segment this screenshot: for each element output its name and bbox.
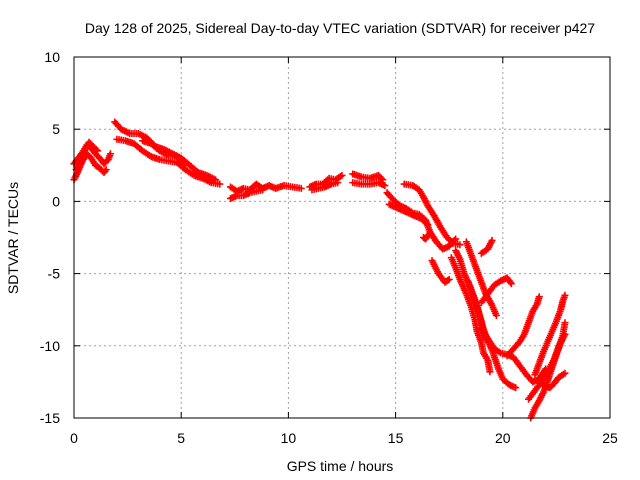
y-tick-label: -5	[48, 266, 61, 282]
data-point	[486, 368, 494, 376]
grid	[74, 57, 610, 418]
data-point	[334, 179, 342, 187]
data-point-fill	[180, 159, 188, 167]
data-point-fill	[506, 278, 514, 286]
data-point	[216, 180, 224, 188]
data-point	[381, 182, 389, 190]
data-point	[338, 171, 346, 179]
data-point	[419, 234, 427, 241]
y-tick-label: 0	[52, 193, 60, 209]
data-point	[297, 184, 305, 192]
axis-ticks: 0 5 10 15 20 25 -15 -10 -5 0 5 10	[40, 49, 618, 446]
data-point	[102, 166, 110, 174]
data-point	[561, 319, 569, 327]
y-tick-label: 5	[52, 121, 60, 137]
x-axis-label: GPS time / hours	[287, 458, 394, 474]
data-point	[482, 336, 490, 344]
data-point	[259, 186, 267, 194]
data-point	[561, 369, 569, 377]
y-axis-label: SDTVAR / TECUs	[5, 182, 21, 294]
x-tick-label: 15	[388, 430, 404, 446]
data-point	[181, 160, 189, 168]
data-point	[477, 249, 485, 257]
chart-title: Day 128 of 2025, Sidereal Day-to-day VTE…	[85, 20, 595, 36]
data-points	[70, 118, 569, 422]
data-point	[445, 275, 453, 283]
data-point-fill	[101, 167, 109, 175]
y-tick-label: -15	[40, 410, 60, 426]
data-point	[94, 147, 102, 155]
data-point	[561, 291, 569, 299]
data-point	[106, 150, 114, 158]
x-tick-label: 10	[281, 430, 297, 446]
data-point	[424, 221, 432, 229]
x-tick-label: 5	[177, 430, 185, 446]
y-tick-label: 10	[44, 49, 60, 65]
data-point	[512, 384, 520, 392]
data-point	[492, 311, 500, 319]
data-point	[535, 293, 543, 301]
y-tick-label: -10	[40, 338, 60, 354]
plot-frame	[73, 56, 611, 419]
data-point	[456, 241, 464, 249]
data-point-fill	[444, 276, 452, 284]
data-point-fill	[92, 145, 100, 153]
data-point	[507, 280, 515, 288]
x-tick-label: 25	[602, 430, 618, 446]
x-tick-label: 20	[495, 430, 511, 446]
x-tick-label: 0	[70, 430, 78, 446]
